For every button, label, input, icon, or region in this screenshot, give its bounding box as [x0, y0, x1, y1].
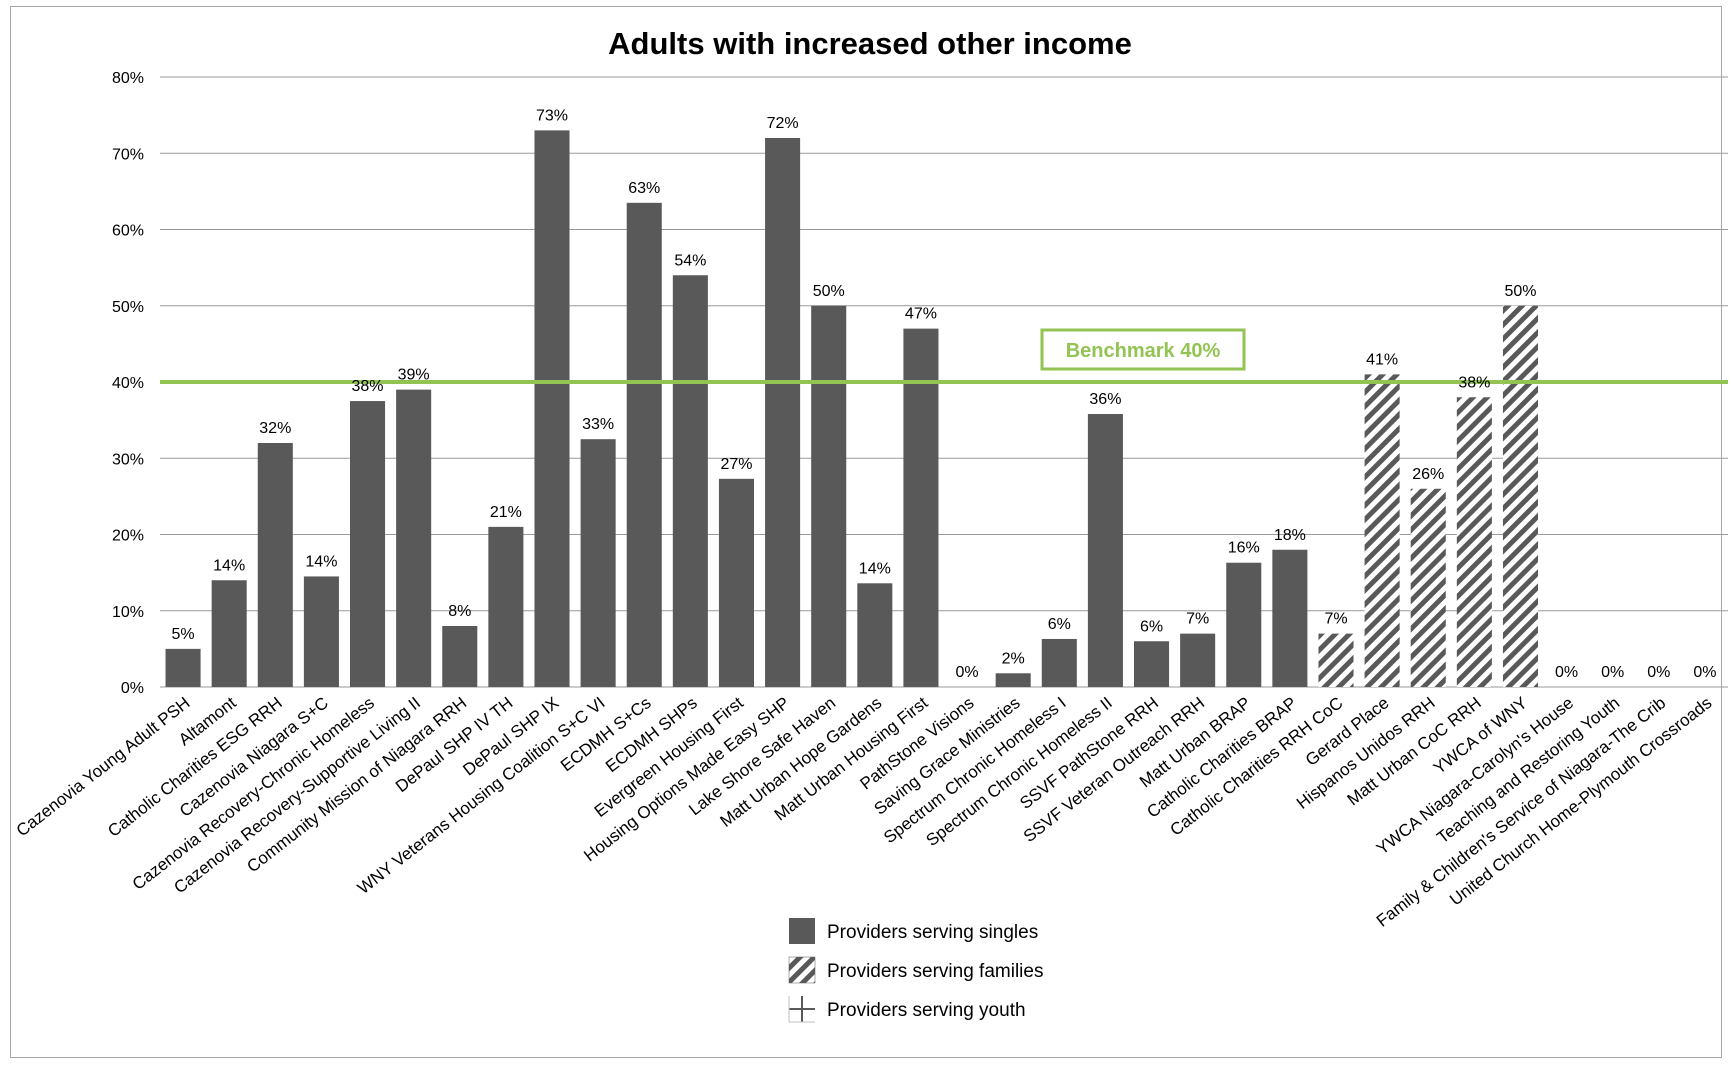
bar — [765, 138, 801, 687]
bars — [165, 130, 1538, 687]
data-label: 0% — [1601, 664, 1624, 681]
y-tick-label: 40% — [112, 375, 144, 392]
legend-label-singles: Providers serving singles — [827, 922, 1038, 943]
bar — [626, 202, 662, 687]
y-tick-label: 80% — [112, 70, 144, 87]
bar — [488, 526, 524, 687]
data-label: 18% — [1274, 527, 1306, 544]
y-tick-label: 50% — [112, 299, 144, 316]
bar — [1041, 638, 1077, 687]
legend-label-youth: Providers serving youth — [827, 1000, 1026, 1021]
data-label: 38% — [1458, 374, 1490, 391]
data-label: 0% — [1555, 664, 1578, 681]
data-label: 14% — [305, 553, 337, 570]
data-label: 26% — [1412, 466, 1444, 483]
y-axis-ticks: 0% 10% 20% 30% 40% 50% 60% 70% 80% — [112, 70, 144, 697]
data-label: 16% — [1228, 540, 1260, 557]
bar — [857, 583, 893, 687]
y-tick-label: 0% — [121, 680, 144, 697]
bar — [1134, 641, 1170, 687]
data-label: 50% — [813, 283, 845, 300]
data-label: 33% — [582, 416, 614, 433]
bar — [903, 328, 939, 687]
legend-swatch-youth — [788, 996, 815, 1023]
data-label: 2% — [1002, 650, 1025, 667]
data-label: 6% — [1048, 616, 1071, 633]
data-label: 73% — [536, 107, 568, 124]
data-label: 7% — [1186, 611, 1209, 628]
bar — [534, 130, 570, 687]
y-tick-label: 10% — [112, 604, 144, 621]
bar — [1272, 549, 1308, 687]
bar — [1502, 305, 1538, 687]
bar — [1410, 488, 1446, 687]
bar — [672, 275, 708, 687]
bar — [1318, 633, 1354, 687]
data-label: 6% — [1140, 618, 1163, 635]
bar — [1226, 562, 1262, 687]
bar — [442, 626, 478, 687]
x-tick-label: Cazenovia Young Adult PSH — [13, 693, 194, 840]
bar — [718, 478, 754, 687]
bar — [303, 576, 339, 687]
data-label: 21% — [490, 504, 522, 521]
legend-swatch-singles — [789, 918, 815, 944]
data-label: 41% — [1366, 351, 1398, 368]
data-label: 63% — [628, 180, 660, 197]
data-label: 5% — [171, 626, 194, 643]
legend: Providers serving singles Providers servi… — [788, 918, 1043, 1023]
bar — [257, 443, 293, 687]
data-label: 72% — [767, 115, 799, 132]
data-label: 38% — [352, 378, 384, 395]
data-label: 54% — [674, 252, 706, 269]
bar — [211, 580, 247, 687]
bar — [1087, 414, 1123, 687]
data-label: 47% — [905, 306, 937, 323]
bar — [1364, 374, 1400, 687]
y-tick-label: 70% — [112, 146, 144, 163]
data-label: 50% — [1504, 283, 1536, 300]
data-label: 39% — [398, 367, 430, 384]
bar — [1456, 397, 1492, 687]
chart-title: Adults with increased other income — [608, 26, 1132, 61]
bar — [165, 648, 201, 687]
data-label: 14% — [859, 560, 891, 577]
y-tick-label: 60% — [112, 223, 144, 240]
bar — [811, 305, 847, 687]
legend-swatch-families — [788, 956, 816, 984]
data-label: 0% — [955, 664, 978, 681]
data-label: 14% — [213, 557, 245, 574]
bar — [350, 401, 386, 687]
bar — [580, 439, 616, 687]
x-axis-ticks: Cazenovia Young Adult PSHAltamontCatholi… — [13, 693, 1716, 931]
benchmark: Benchmark 40% — [160, 328, 1728, 384]
data-label: 0% — [1693, 664, 1716, 681]
data-label: 8% — [448, 603, 471, 620]
benchmark-label-box — [1040, 328, 1246, 371]
y-tick-label: 20% — [112, 528, 144, 545]
bar — [995, 673, 1031, 687]
bar — [1180, 633, 1216, 687]
data-label: 7% — [1324, 611, 1347, 628]
data-label: 32% — [259, 420, 291, 437]
bar — [396, 389, 432, 687]
y-tick-label: 30% — [112, 451, 144, 468]
data-label: 36% — [1089, 391, 1121, 408]
data-labels: 5% 14% 32% 14% 38% 39% 8% 21% 73% 33% 63% 54% 27% 72%… — [171, 107, 1716, 681]
legend-label-families: Providers serving families — [827, 961, 1043, 982]
benchmark-label: Benchmark 40% — [1066, 340, 1221, 362]
data-label: 0% — [1647, 664, 1670, 681]
data-label: 27% — [720, 456, 752, 473]
